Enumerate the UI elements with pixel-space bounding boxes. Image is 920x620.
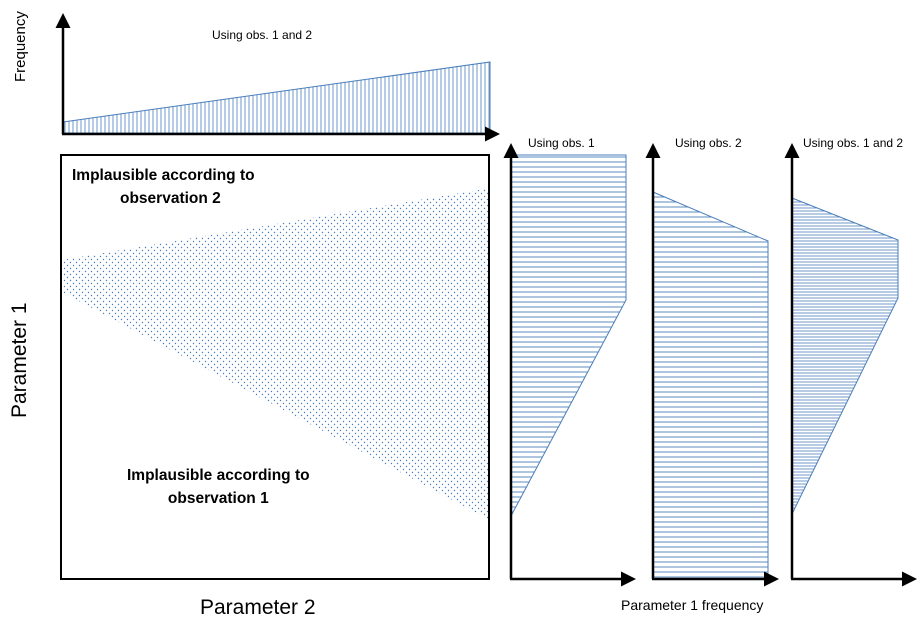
top-histogram-area	[62, 61, 491, 134]
main-panel-frame	[60, 154, 490, 580]
region-bottom-label-line2: observation 1	[167, 490, 269, 507]
region-bottom-label-line1: Implausible according to	[127, 467, 310, 484]
region-top-label-line1: Implausible according to	[72, 167, 255, 184]
side-histogram-obs1	[503, 143, 636, 587]
region-bottom-label: Implausible according to observation 1	[127, 464, 310, 510]
top-histogram-ylabel: Frequency	[12, 11, 29, 82]
region-top-label: Implausible according to observation 2	[72, 164, 255, 210]
main-panel-ylabel: Parameter 1	[8, 302, 31, 418]
both-caption: Using obs. 1 and 2	[803, 136, 904, 150]
obs1-caption: Using obs. 1	[528, 136, 595, 150]
main-panel	[60, 154, 490, 580]
main-panel-xlabel: Parameter 2	[200, 596, 316, 619]
both-distribution	[791, 197, 899, 515]
side-histogram-both	[784, 143, 917, 587]
plausible-region	[62, 188, 490, 520]
obs2-caption: Using obs. 2	[675, 136, 742, 150]
top-histogram	[55, 13, 500, 142]
region-top-label-line2: observation 2	[120, 190, 221, 207]
side-histograms-xlabel: Parameter 1 frequency	[621, 597, 764, 613]
obs1-distribution	[510, 154, 627, 517]
obs2-distribution	[652, 191, 769, 580]
top-histogram-caption: Using obs. 1 and 2	[212, 28, 313, 42]
side-histogram-obs2	[645, 143, 779, 587]
